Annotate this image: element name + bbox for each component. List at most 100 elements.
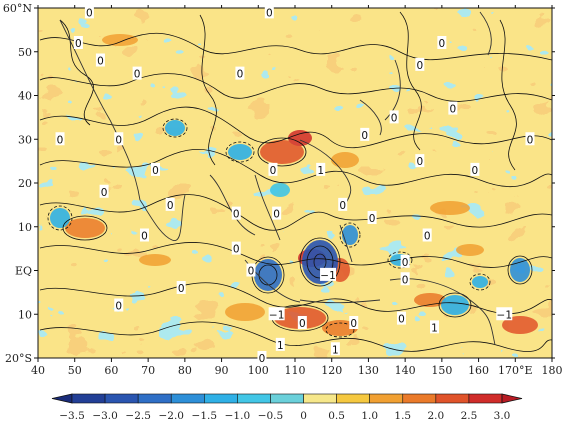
- colorbar-swatch: [71, 393, 106, 404]
- colorbar-label: 0.5: [328, 410, 345, 422]
- colorbar-min-extension: [51, 393, 73, 404]
- contour-label-text: 0: [273, 209, 280, 221]
- lat-tick-label: 30: [18, 133, 32, 146]
- contour-label: −1: [496, 307, 513, 321]
- lon-tick-label: 180: [542, 364, 563, 377]
- contour-label-text: 0: [248, 266, 255, 278]
- contour-label-box: [235, 66, 245, 80]
- contour-label-box: [389, 110, 399, 124]
- contour-label-text: 0: [75, 38, 82, 50]
- colorbar-label: 3.0: [494, 410, 511, 422]
- contour-label: 0: [389, 110, 399, 124]
- contour-label: 0: [132, 66, 142, 81]
- contour-label-box: [55, 132, 65, 146]
- contour-label: 0: [297, 316, 307, 330]
- colorbar-swatch: [237, 393, 271, 404]
- contour-label-text: 0: [233, 244, 240, 256]
- colorbar-label: −1.0: [225, 410, 251, 422]
- contour-label: 0: [246, 263, 256, 278]
- colorbar-swatch: [303, 393, 337, 404]
- lon-tick-label: 80: [178, 364, 192, 377]
- colorbar-label: −3.0: [92, 410, 118, 422]
- contour-label: 0: [139, 228, 149, 243]
- contour-label-box: [176, 281, 186, 294]
- contour-label-box: [95, 53, 105, 67]
- contour-label: 0: [400, 254, 410, 269]
- contour-label: 0: [272, 206, 282, 221]
- contour-label-text: 0: [86, 7, 93, 19]
- lon-tick-label: 120: [321, 364, 342, 377]
- contour-label-box: [165, 197, 175, 211]
- colorbar-label: 1.5: [394, 410, 411, 422]
- contour-label-text: 0: [134, 69, 141, 81]
- contour-label-text: 0: [416, 60, 423, 72]
- contour-label-box: [338, 197, 348, 211]
- contour-label: 0: [235, 66, 245, 81]
- contour-label-box: [264, 5, 274, 19]
- colorbar-swatch: [402, 393, 437, 404]
- colorbar-swatch: [104, 393, 139, 404]
- contour-label-box: [437, 36, 447, 49]
- contour-label-box: [272, 206, 282, 220]
- contour-label-text: −1: [269, 309, 284, 321]
- colorbar-label: 1.0: [361, 410, 378, 422]
- contour-label-text: 0: [416, 156, 423, 168]
- contour-label-text: 0: [237, 69, 244, 81]
- lat-tick-label: 20: [18, 177, 32, 190]
- contour-label-text: −1: [497, 309, 512, 321]
- lon-tick-label: 100: [248, 364, 269, 377]
- contour-label-box: [231, 206, 241, 220]
- contour-label-text: 0: [115, 134, 122, 146]
- contour-label-text: 0: [299, 318, 306, 330]
- contour-label: 0: [231, 241, 241, 256]
- contour-label-box: [496, 307, 513, 321]
- contour-label-text: 0: [178, 283, 185, 295]
- contour-label-text: −1: [320, 270, 335, 282]
- contour-label-box: [114, 132, 124, 146]
- contour-label-text: 0: [152, 165, 159, 177]
- lat-tick-label: 60°N: [3, 2, 32, 15]
- contour-label: 0: [338, 197, 348, 212]
- negative-contours-dashed: [47, 118, 491, 338]
- contour-label-text: 0: [402, 257, 409, 269]
- anomaly-field: [38, 8, 552, 358]
- contour-label-text: 1: [277, 340, 284, 352]
- contour-label-box: [84, 5, 94, 19]
- contour-label-box: [415, 57, 425, 71]
- colorbar-label: −1.5: [192, 410, 218, 422]
- contour-label: 0: [367, 211, 377, 225]
- contour-label-text: 0: [527, 134, 534, 146]
- contour-label-box: [132, 66, 142, 80]
- contour-label: −1: [268, 307, 285, 321]
- lon-tick-label: 110: [285, 364, 306, 377]
- colorbar-label: 2.5: [461, 410, 478, 422]
- lon-tick-label: 60: [104, 364, 118, 377]
- contour-label-box: [99, 184, 109, 198]
- contour-label-box: [246, 263, 256, 277]
- contour-label: 0: [437, 36, 447, 50]
- contour-label-text: 0: [350, 318, 357, 330]
- colorbar-label: −2.5: [125, 410, 151, 422]
- contour-label-box: [415, 154, 425, 168]
- contour-label-text: 0: [115, 301, 122, 313]
- colorbar-swatch: [468, 393, 503, 404]
- colorbar-swatch: [137, 393, 172, 404]
- contour-label: 0: [150, 162, 160, 177]
- lat-tick-label: 50: [18, 46, 32, 59]
- contour-label-box: [297, 316, 307, 329]
- colorbar-max-extension: [501, 393, 523, 404]
- contour-label-box: [400, 272, 410, 286]
- contour-label-text: 0: [57, 134, 64, 146]
- contour-label: 0: [114, 132, 124, 146]
- lon-tick-label: 130: [358, 364, 379, 377]
- contour-label-box: [367, 211, 377, 224]
- contour-label-box: [268, 162, 278, 176]
- contour-label: 0: [396, 311, 406, 326]
- contour-label-box: [231, 241, 241, 255]
- contour-label: 0: [400, 272, 410, 286]
- contour-label-box: [268, 307, 285, 321]
- contour-label: 0: [73, 36, 83, 50]
- contour-label-box: [396, 311, 406, 325]
